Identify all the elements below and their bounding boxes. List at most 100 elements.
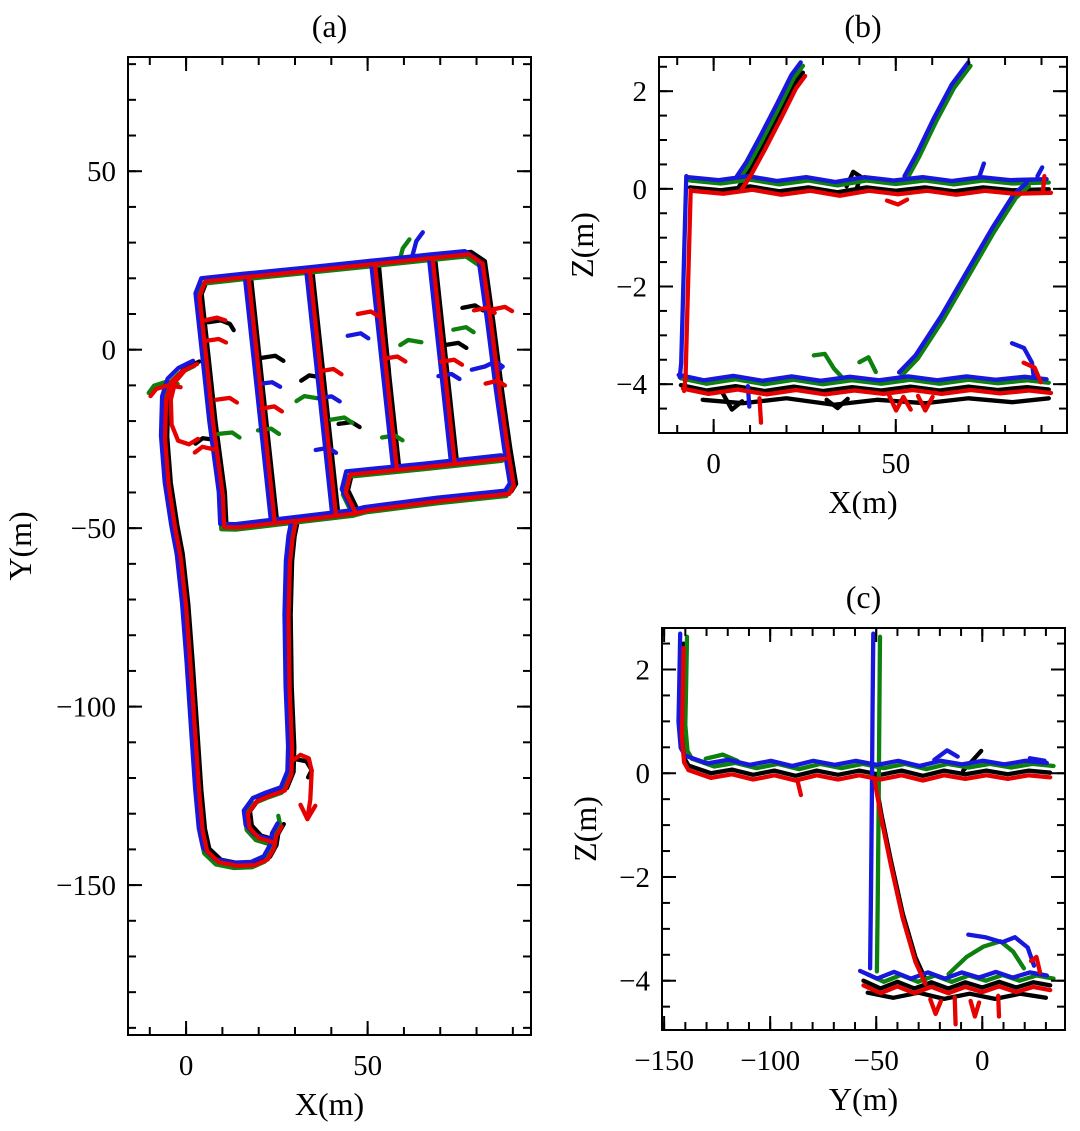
- trajectory-path: [872, 777, 928, 986]
- trajectory-path: [245, 520, 298, 845]
- trajectory-path: [345, 331, 371, 341]
- trajectory-path: [861, 983, 1053, 996]
- panel-title-b: (b): [844, 8, 881, 44]
- trajectory-path: [886, 392, 913, 413]
- trajectory-path: [490, 304, 515, 314]
- trajectory-path: [952, 995, 958, 1027]
- trajectory-path: [899, 184, 1031, 379]
- trajectory-path: [904, 63, 973, 182]
- trajectory-blue-c: [676, 631, 1049, 981]
- trajectory-path: [216, 430, 242, 440]
- trajectory-path: [259, 353, 286, 363]
- trajectory-path: [398, 337, 424, 348]
- trajectory-path: [202, 315, 228, 323]
- trajectory-path: [682, 753, 1049, 769]
- axis-labels-a: 0 50 50 0 −50 −100 −150 (a) X(m) Y(m): [2, 8, 382, 1122]
- trajectory-red-c: [679, 646, 1053, 1027]
- plot-area-c: [676, 631, 1056, 1027]
- trajectory-path: [192, 444, 218, 455]
- trajectory-path: [158, 358, 280, 865]
- trajectory-path: [443, 340, 469, 351]
- trajectory-path: [679, 646, 691, 773]
- trajectory-path: [996, 993, 1002, 1019]
- trajectory-path: [683, 634, 695, 761]
- panel-title-c: (c): [846, 579, 882, 615]
- y-tick-label: −4: [616, 369, 647, 401]
- trajectory-path: [259, 404, 285, 414]
- trajectory-path: [194, 254, 514, 532]
- trajectory-path: [382, 354, 408, 364]
- trajectory-path: [932, 748, 960, 762]
- trajectory-black-c: [679, 641, 1053, 1002]
- trajectory-path: [736, 63, 806, 182]
- trajectory-path: [857, 968, 1049, 981]
- trajectory-path: [430, 255, 457, 467]
- trajectory-path: [368, 258, 396, 469]
- trajectory-path: [193, 249, 513, 527]
- trajectory-blue-a: [158, 230, 513, 865]
- axes-b: [658, 56, 1068, 434]
- trajectory-path: [734, 60, 803, 179]
- trajectory-path: [291, 752, 314, 822]
- x-tick-label: 0: [706, 448, 721, 480]
- trajectory-path: [309, 266, 341, 516]
- y-tick-label: 2: [633, 76, 648, 108]
- x-tick-label: 0: [179, 1050, 194, 1082]
- trajectory-path: [686, 763, 1053, 778]
- y-axis-label-a: Y(m): [2, 511, 38, 580]
- trajectory-path: [1027, 756, 1047, 763]
- y-axis-label-b: Z(m): [564, 212, 600, 278]
- x-tick-label: −100: [740, 1045, 800, 1077]
- x-tick-label: 0: [975, 1045, 990, 1077]
- trajectory-path: [968, 998, 982, 1019]
- trajectory-path: [241, 517, 294, 842]
- trajectory-path: [214, 395, 240, 405]
- y-tick-label: −100: [56, 692, 116, 724]
- trajectory-path: [168, 368, 201, 447]
- trajectory-path: [757, 396, 764, 425]
- y-tick-label: −50: [71, 513, 116, 545]
- trajectory-path: [687, 184, 1051, 195]
- y-tick-label: 0: [636, 758, 651, 790]
- x-tick-label: −150: [634, 1045, 694, 1077]
- axes-c: [661, 627, 1066, 1031]
- trajectory-path: [298, 802, 318, 822]
- trajectory-path: [303, 265, 335, 515]
- trajectory-path: [1009, 341, 1036, 380]
- trajectory-red-a: [148, 252, 517, 868]
- trajectory-path: [872, 772, 928, 982]
- trajectory-path: [339, 453, 504, 513]
- trajectory-path: [242, 271, 273, 521]
- trajectory-black-a: [165, 249, 519, 866]
- trajectory-path: [867, 631, 876, 971]
- y-tick-label: −2: [619, 862, 650, 894]
- y-tick-label: −150: [56, 870, 116, 902]
- trajectory-path: [329, 415, 355, 426]
- axis-labels-b: 0 50 2 0 −2 −4 (b) X(m) Z(m): [564, 8, 910, 520]
- trajectory-path: [410, 230, 425, 258]
- trajectory-red-b: [680, 73, 1054, 425]
- trajectory-path: [451, 325, 476, 335]
- y-tick-label: 0: [102, 335, 117, 367]
- trajectory-path: [678, 376, 1051, 387]
- axes-a: [127, 56, 532, 1036]
- axis-labels-c: −150 −100 −50 0 2 0 −2 −4 (c) Y(m) Z(m): [567, 579, 990, 1117]
- trajectory-path: [1028, 954, 1043, 975]
- trajectory-path: [206, 318, 236, 333]
- trajectory-path: [966, 932, 1037, 968]
- trajectory-path: [977, 161, 987, 180]
- trajectory-path: [864, 971, 1056, 984]
- trajectory-path: [256, 380, 283, 389]
- x-tick-label: 50: [881, 448, 910, 480]
- trajectory-path: [343, 456, 508, 516]
- trajectory-path: [162, 361, 284, 868]
- trajectory-path: [902, 60, 971, 179]
- trajectory-path: [811, 351, 846, 381]
- trajectory-path: [372, 261, 400, 473]
- panel-a: 0 50 50 0 −50 −100 −150 (a) X(m) Y(m): [2, 8, 532, 1122]
- trajectory-path: [720, 391, 745, 412]
- y-axis-label-c: Z(m): [567, 796, 603, 862]
- y-tick-label: −2: [616, 272, 647, 304]
- trajectory-path: [1021, 360, 1043, 385]
